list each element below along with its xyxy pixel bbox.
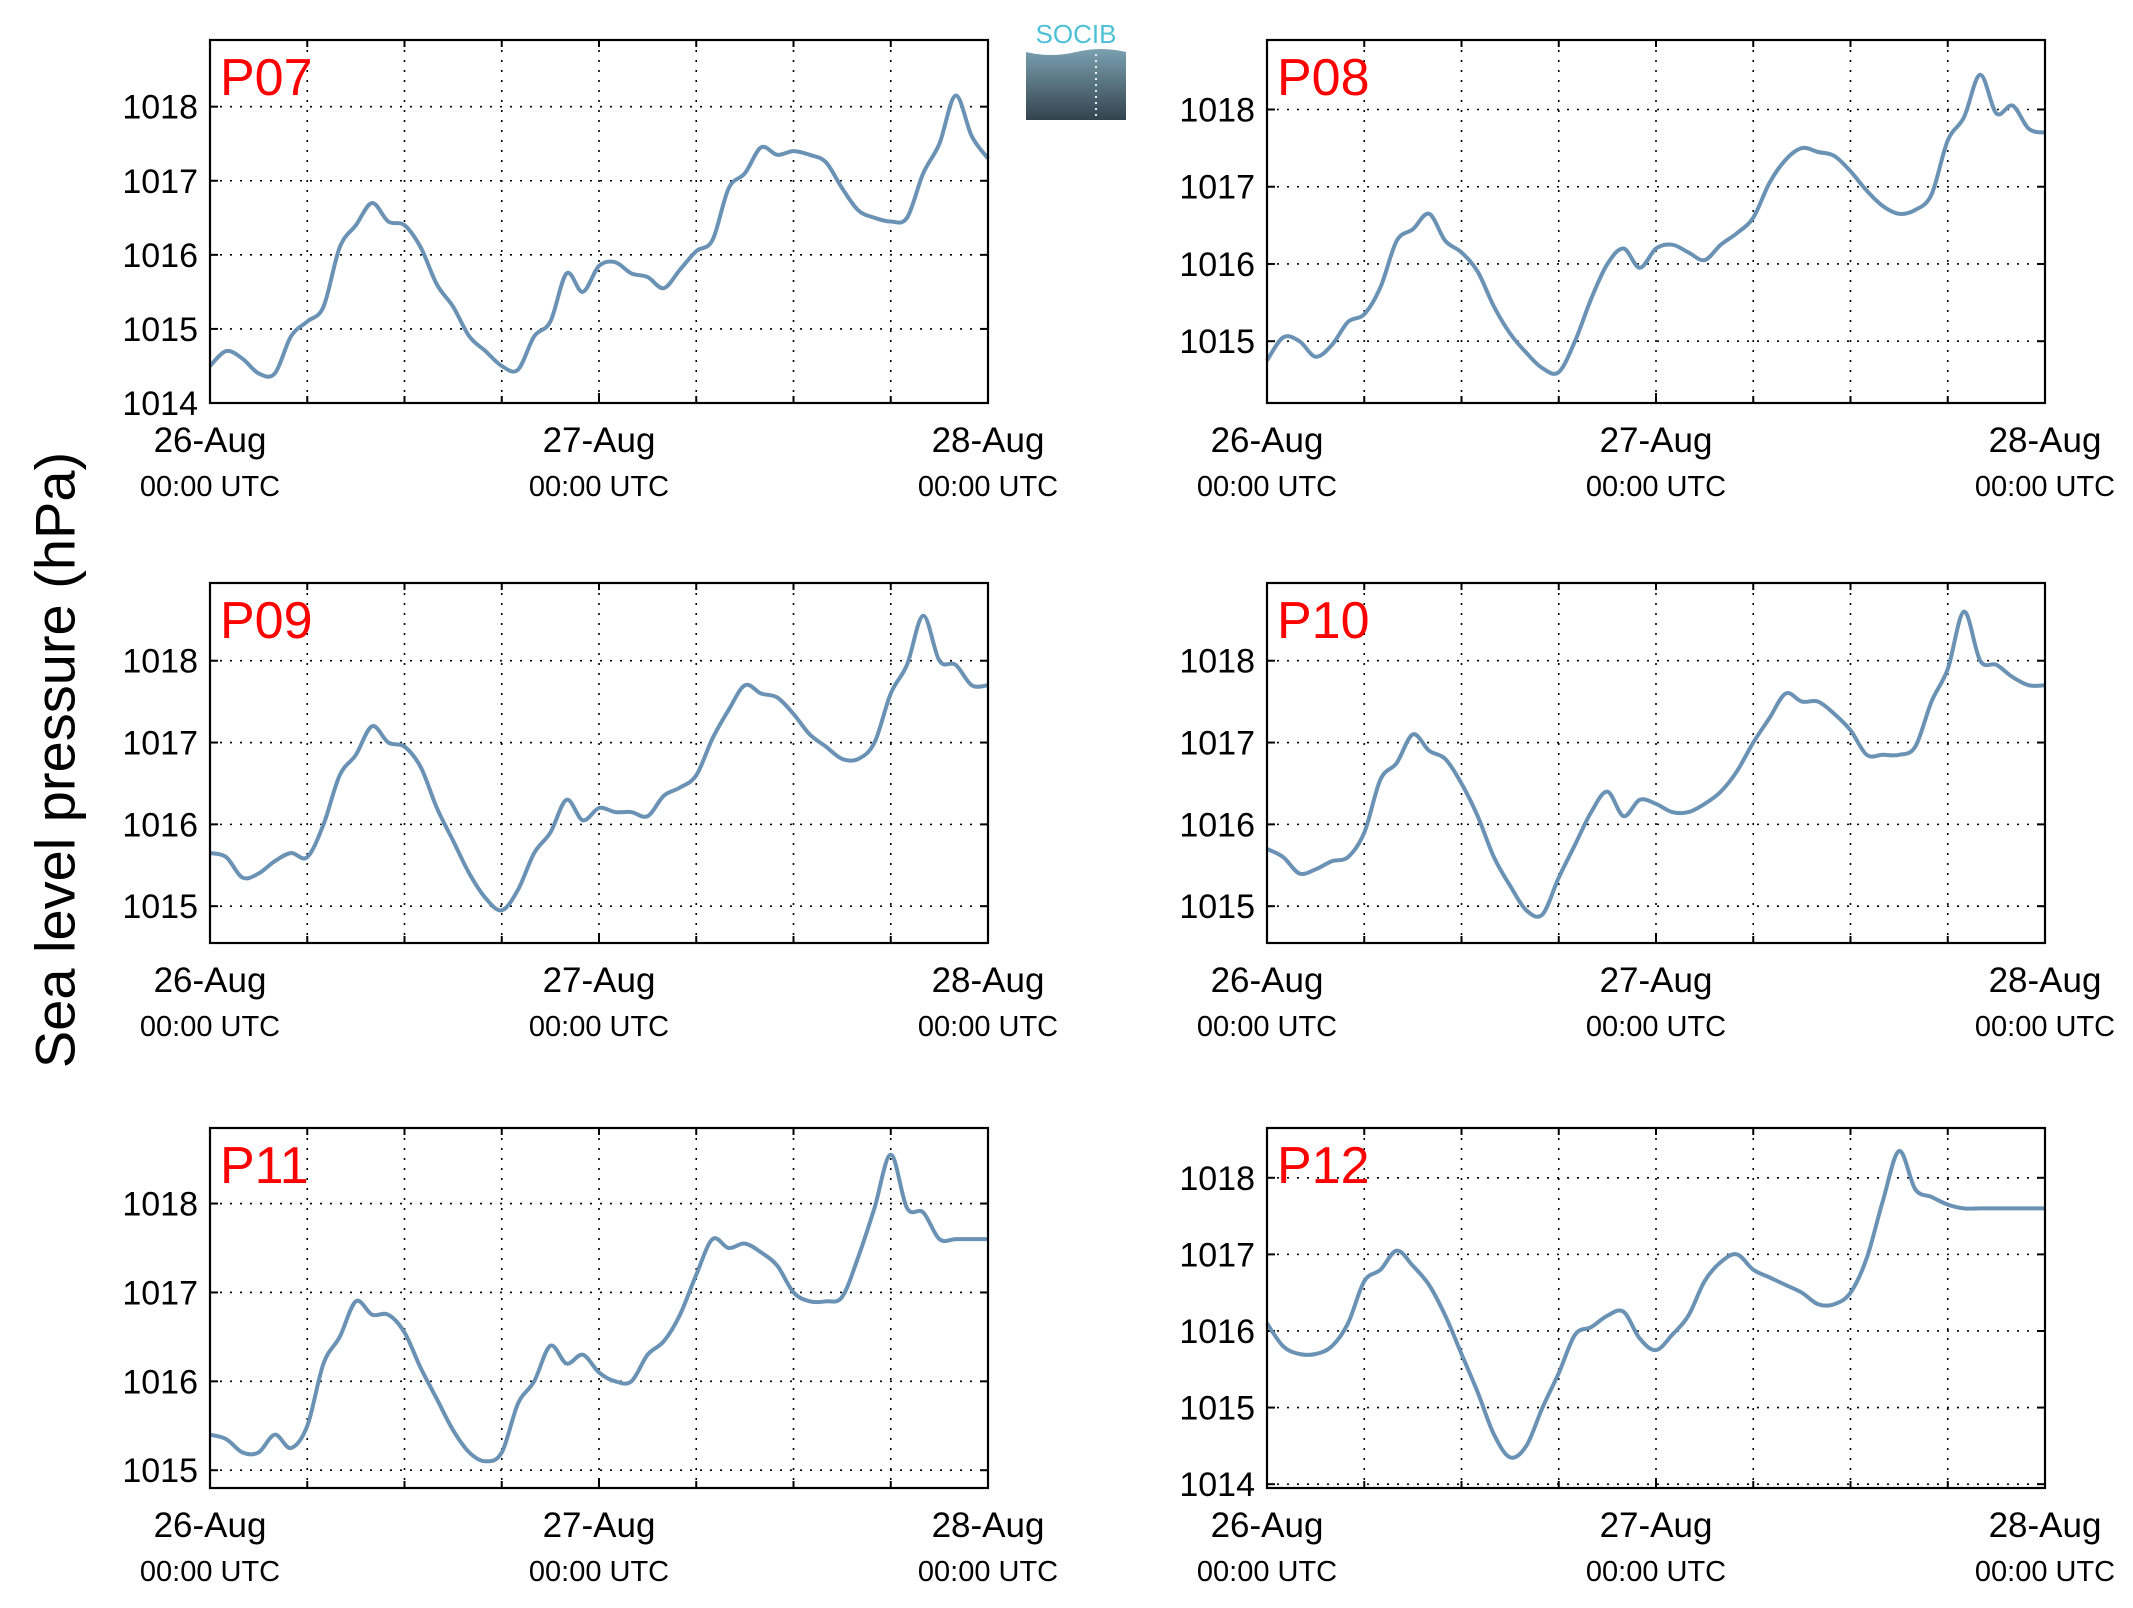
- x-tick-date: 26-Aug: [154, 421, 267, 460]
- x-tick-date: 27-Aug: [1600, 961, 1713, 1000]
- x-tick-time: 00:00 UTC: [1975, 1011, 2115, 1043]
- x-tick-time: 00:00 UTC: [918, 1011, 1058, 1043]
- y-tick-label: 1018: [122, 643, 198, 681]
- x-tick-time: 00:00 UTC: [140, 471, 280, 503]
- y-tick-label: 1014: [122, 385, 198, 423]
- y-tick-label: 1016: [1179, 806, 1255, 844]
- y-tick-label: 1017: [122, 725, 198, 763]
- series-line-p09: [209, 613, 989, 913]
- y-tick-label: 1016: [1179, 1313, 1255, 1351]
- y-tick-label: 1015: [1179, 1390, 1255, 1428]
- y-tick-label: 1017: [1179, 1236, 1255, 1274]
- x-tick-date: 26-Aug: [1211, 1506, 1324, 1545]
- x-tick-time: 00:00 UTC: [1197, 1556, 1337, 1588]
- series-line-p12: [1265, 1148, 2045, 1460]
- series-line-p08: [1265, 72, 2046, 376]
- x-tick-time: 00:00 UTC: [918, 471, 1058, 503]
- y-tick-label: 1018: [1179, 643, 1255, 681]
- x-tick-date: 26-Aug: [1211, 421, 1324, 460]
- station-label: P11: [220, 1137, 309, 1195]
- x-tick-date: 26-Aug: [1211, 961, 1324, 1000]
- x-tick-date: 26-Aug: [154, 961, 267, 1000]
- y-tick-label: 1016: [122, 806, 198, 844]
- series-line-p07: [208, 93, 990, 379]
- y-tick-label: 1015: [122, 888, 198, 926]
- x-tick-time: 00:00 UTC: [1586, 1011, 1726, 1043]
- x-tick-time: 00:00 UTC: [918, 1556, 1058, 1588]
- x-tick-time: 00:00 UTC: [140, 1011, 280, 1043]
- y-tick-label: 1018: [1179, 1160, 1255, 1198]
- x-tick-date: 27-Aug: [543, 961, 656, 1000]
- x-tick-date: 28-Aug: [932, 1506, 1045, 1545]
- x-tick-time: 00:00 UTC: [1975, 471, 2115, 503]
- y-tick-label: 1017: [122, 163, 198, 201]
- y-tick-label: 1015: [1179, 888, 1255, 926]
- x-tick-time: 00:00 UTC: [1586, 1556, 1726, 1588]
- y-tick-label: 1017: [122, 1274, 198, 1312]
- x-tick-date: 27-Aug: [1600, 421, 1713, 460]
- logo-text: SOCIB: [1036, 20, 1117, 49]
- panel-p12: 1014 1015 1016 1017 1018 26-Aug 00:00 UTC 27-Au…: [1179, 1126, 2115, 1588]
- x-tick-time: 00:00 UTC: [529, 471, 669, 503]
- panel-p10: 1015 1016 1017 1018 26-Aug 00:00 UTC 27-Aug 00:…: [1179, 581, 2115, 1043]
- station-label: P09: [220, 592, 313, 650]
- x-tick-time: 00:00 UTC: [1586, 471, 1726, 503]
- station-label: P12: [1277, 1137, 1370, 1195]
- y-tick-label: 1017: [1179, 725, 1255, 763]
- panel-p11: 1015 1016 1017 1018 26-Aug 00:00 UTC 27-Aug 00:…: [122, 1126, 1058, 1588]
- station-label: P08: [1277, 49, 1370, 107]
- x-tick-time: 00:00 UTC: [1975, 1556, 2115, 1588]
- y-tick-label: 1016: [122, 237, 198, 275]
- y-tick-label: 1018: [122, 1186, 198, 1224]
- y-tick-label: 1016: [122, 1363, 198, 1401]
- y-tick-label: 1016: [1179, 246, 1255, 284]
- station-label: P10: [1277, 592, 1370, 650]
- y-tick-label: 1015: [122, 311, 198, 349]
- series-line-p11: [209, 1152, 988, 1464]
- series-line-p10: [1266, 609, 2046, 919]
- x-tick-date: 27-Aug: [543, 421, 656, 460]
- panel-p08: 1015 1016 1017 1018 26-Aug 00:00 UTC 27-Aug 00:…: [1179, 38, 2115, 503]
- x-tick-date: 28-Aug: [932, 961, 1045, 1000]
- x-tick-time: 00:00 UTC: [529, 1556, 669, 1588]
- panel-p07: 1014 1015 1016 1017 1018 26-Aug 00:00 UTC 27-Au…: [122, 38, 1058, 503]
- y-tick-label: 1017: [1179, 169, 1255, 207]
- x-tick-date: 28-Aug: [1989, 961, 2102, 1000]
- x-tick-date: 28-Aug: [1989, 421, 2102, 460]
- x-tick-time: 00:00 UTC: [1197, 1011, 1337, 1043]
- y-tick-label: 1018: [122, 89, 198, 127]
- y-tick-label: 1018: [1179, 92, 1255, 130]
- y-tick-label: 1015: [122, 1452, 198, 1490]
- x-tick-time: 00:00 UTC: [1197, 471, 1337, 503]
- x-tick-date: 27-Aug: [543, 1506, 656, 1545]
- socib-logo: SOCIB: [1026, 20, 1126, 120]
- y-tick-label: 1015: [1179, 323, 1255, 361]
- x-tick-time: 00:00 UTC: [529, 1011, 669, 1043]
- y-tick-label: 1014: [1179, 1466, 1255, 1504]
- station-label: P07: [220, 49, 313, 107]
- x-tick-date: 28-Aug: [1989, 1506, 2102, 1545]
- panel-p09: 1015 1016 1017 1018 26-Aug 00:00 UTC 27-Aug 00:…: [122, 581, 1058, 1043]
- x-tick-date: 28-Aug: [932, 421, 1045, 460]
- x-tick-time: 00:00 UTC: [140, 1556, 280, 1588]
- x-tick-date: 27-Aug: [1600, 1506, 1713, 1545]
- x-tick-date: 26-Aug: [154, 1506, 267, 1545]
